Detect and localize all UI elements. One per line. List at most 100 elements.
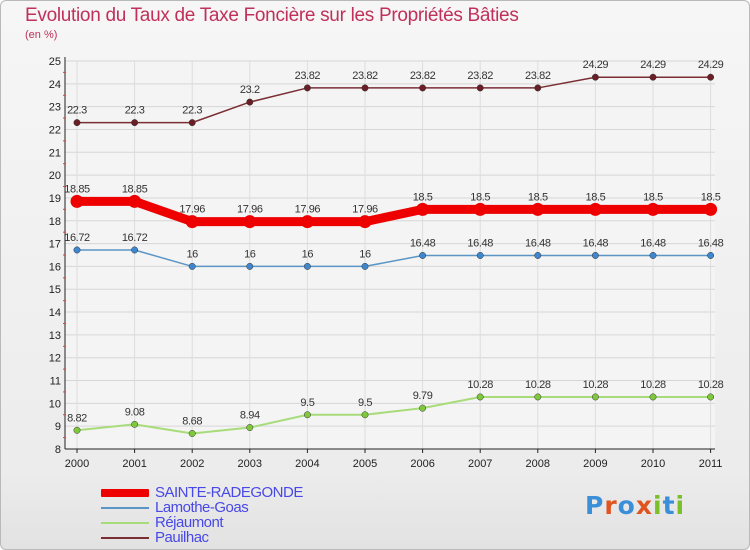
data-point-sainte-radegonde	[531, 202, 545, 216]
y-tick-label: 22	[49, 124, 61, 136]
data-label-lamothe-goas: 16.72	[122, 232, 148, 244]
data-point-r-jaumont	[591, 393, 599, 401]
y-tick-label: 19	[49, 193, 61, 205]
data-label-r-jaumont: 8.82	[67, 412, 87, 424]
data-label-sainte-radegonde: 18.5	[585, 191, 605, 203]
data-label-sainte-radegonde: 17.96	[237, 204, 263, 216]
chart-title: Evolution du Taux de Taxe Foncière sur l…	[25, 5, 519, 26]
x-tick-label: 2009	[583, 458, 607, 470]
data-point-r-jaumont	[73, 426, 81, 434]
data-point-lamothe-goas	[649, 252, 657, 259]
y-tick-label: 18	[49, 216, 61, 228]
data-label-sainte-radegonde: 17.96	[295, 204, 321, 216]
x-tick-label: 2010	[641, 458, 665, 470]
data-point-lamothe-goas	[73, 246, 81, 254]
data-label-lamothe-goas: 16.48	[410, 237, 436, 249]
data-label-r-jaumont: 9.5	[300, 397, 314, 409]
series-line-r-jaumont	[76, 395, 712, 435]
data-label-lamothe-goas: 16.72	[64, 232, 90, 244]
data-point-sainte-radegonde	[70, 194, 84, 208]
y-tick-label: 21	[49, 147, 61, 159]
data-point-lamothe-goas	[131, 246, 139, 254]
data-point-r-jaumont	[534, 393, 542, 401]
data-point-pauilhac	[419, 84, 427, 92]
data-label-r-jaumont: 10.28	[583, 379, 609, 391]
data-label-lamothe-goas: 16.48	[583, 237, 609, 249]
x-tick-label: 2006	[410, 458, 434, 470]
data-label-sainte-radegonde: 17.96	[352, 204, 378, 216]
data-point-r-jaumont	[246, 424, 254, 431]
data-label-sainte-radegonde: 18.85	[122, 183, 148, 195]
data-point-lamothe-goas	[591, 252, 599, 259]
data-point-r-jaumont	[476, 393, 484, 401]
data-point-lamothe-goas	[188, 262, 196, 270]
data-label-r-jaumont: 9.5	[358, 397, 372, 409]
data-point-sainte-radegonde	[704, 202, 718, 216]
data-point-r-jaumont	[188, 430, 196, 437]
data-label-r-jaumont: 8.94	[240, 410, 260, 422]
y-tick-label: 25	[49, 56, 61, 68]
data-point-sainte-radegonde	[300, 215, 314, 229]
data-label-pauilhac: 24.29	[698, 59, 724, 71]
data-point-pauilhac	[534, 84, 542, 92]
x-tick-label: 2003	[238, 458, 262, 470]
data-label-pauilhac: 22.3	[125, 105, 145, 117]
legend-label: Lamothe-Goas	[155, 499, 249, 516]
data-point-sainte-radegonde	[646, 202, 660, 216]
data-point-pauilhac	[707, 73, 715, 81]
data-label-lamothe-goas: 16.48	[525, 237, 551, 249]
series-line-pauilhac	[76, 76, 712, 124]
data-point-sainte-radegonde	[185, 215, 199, 229]
data-label-pauilhac: 23.2	[240, 84, 260, 96]
data-point-r-jaumont	[419, 404, 427, 412]
data-label-pauilhac: 22.3	[182, 105, 202, 117]
data-point-pauilhac	[361, 84, 369, 92]
legend-swatch	[101, 507, 149, 509]
legend-swatch	[101, 537, 149, 539]
legend-label: Réjaumont	[155, 514, 224, 531]
legend-swatch	[101, 489, 149, 497]
data-point-lamothe-goas	[534, 252, 542, 259]
data-label-lamothe-goas: 16	[302, 248, 314, 260]
data-label-pauilhac: 22.3	[67, 105, 87, 117]
y-tick-label: 23	[49, 102, 61, 114]
data-point-r-jaumont	[649, 393, 657, 401]
y-tick-label: 14	[49, 307, 61, 319]
data-label-sainte-radegonde: 18.5	[470, 191, 490, 203]
data-point-sainte-radegonde	[243, 215, 257, 229]
data-point-pauilhac	[303, 84, 311, 92]
data-label-lamothe-goas: 16	[244, 248, 256, 260]
series-line-sainte-radegonde	[72, 196, 716, 227]
data-label-pauilhac: 23.82	[410, 70, 436, 82]
data-label-lamothe-goas: 16.48	[467, 237, 493, 249]
legend-label: Pauilhac	[155, 529, 209, 546]
data-label-r-jaumont: 9.79	[413, 390, 433, 402]
data-point-sainte-radegonde	[358, 215, 372, 229]
data-label-r-jaumont: 10.28	[467, 379, 493, 391]
data-point-lamothe-goas	[707, 252, 715, 259]
y-tick-label: 8	[55, 444, 61, 456]
data-label-sainte-radegonde: 17.96	[179, 204, 205, 216]
x-tick-label: 2001	[122, 458, 146, 470]
y-tick-label: 20	[49, 170, 61, 182]
data-point-pauilhac	[73, 119, 81, 127]
data-point-r-jaumont	[303, 411, 311, 419]
data-point-lamothe-goas	[303, 262, 311, 270]
x-tick-label: 2011	[699, 458, 723, 470]
data-point-lamothe-goas	[419, 252, 427, 259]
data-point-r-jaumont	[707, 393, 715, 401]
y-tick-label: 9	[55, 421, 61, 433]
data-point-lamothe-goas	[361, 262, 369, 270]
data-point-lamothe-goas	[246, 262, 254, 270]
data-point-r-jaumont	[131, 420, 139, 428]
data-point-pauilhac	[131, 119, 139, 127]
data-label-lamothe-goas: 16	[186, 248, 198, 260]
chart-subtitle: (en %)	[25, 29, 58, 41]
data-point-r-jaumont	[361, 411, 369, 419]
data-label-pauilhac: 24.29	[640, 59, 666, 71]
data-point-pauilhac	[476, 84, 484, 92]
legend-label: SAINTE-RADEGONDE	[155, 484, 303, 501]
y-tick-label: 11	[50, 376, 61, 388]
